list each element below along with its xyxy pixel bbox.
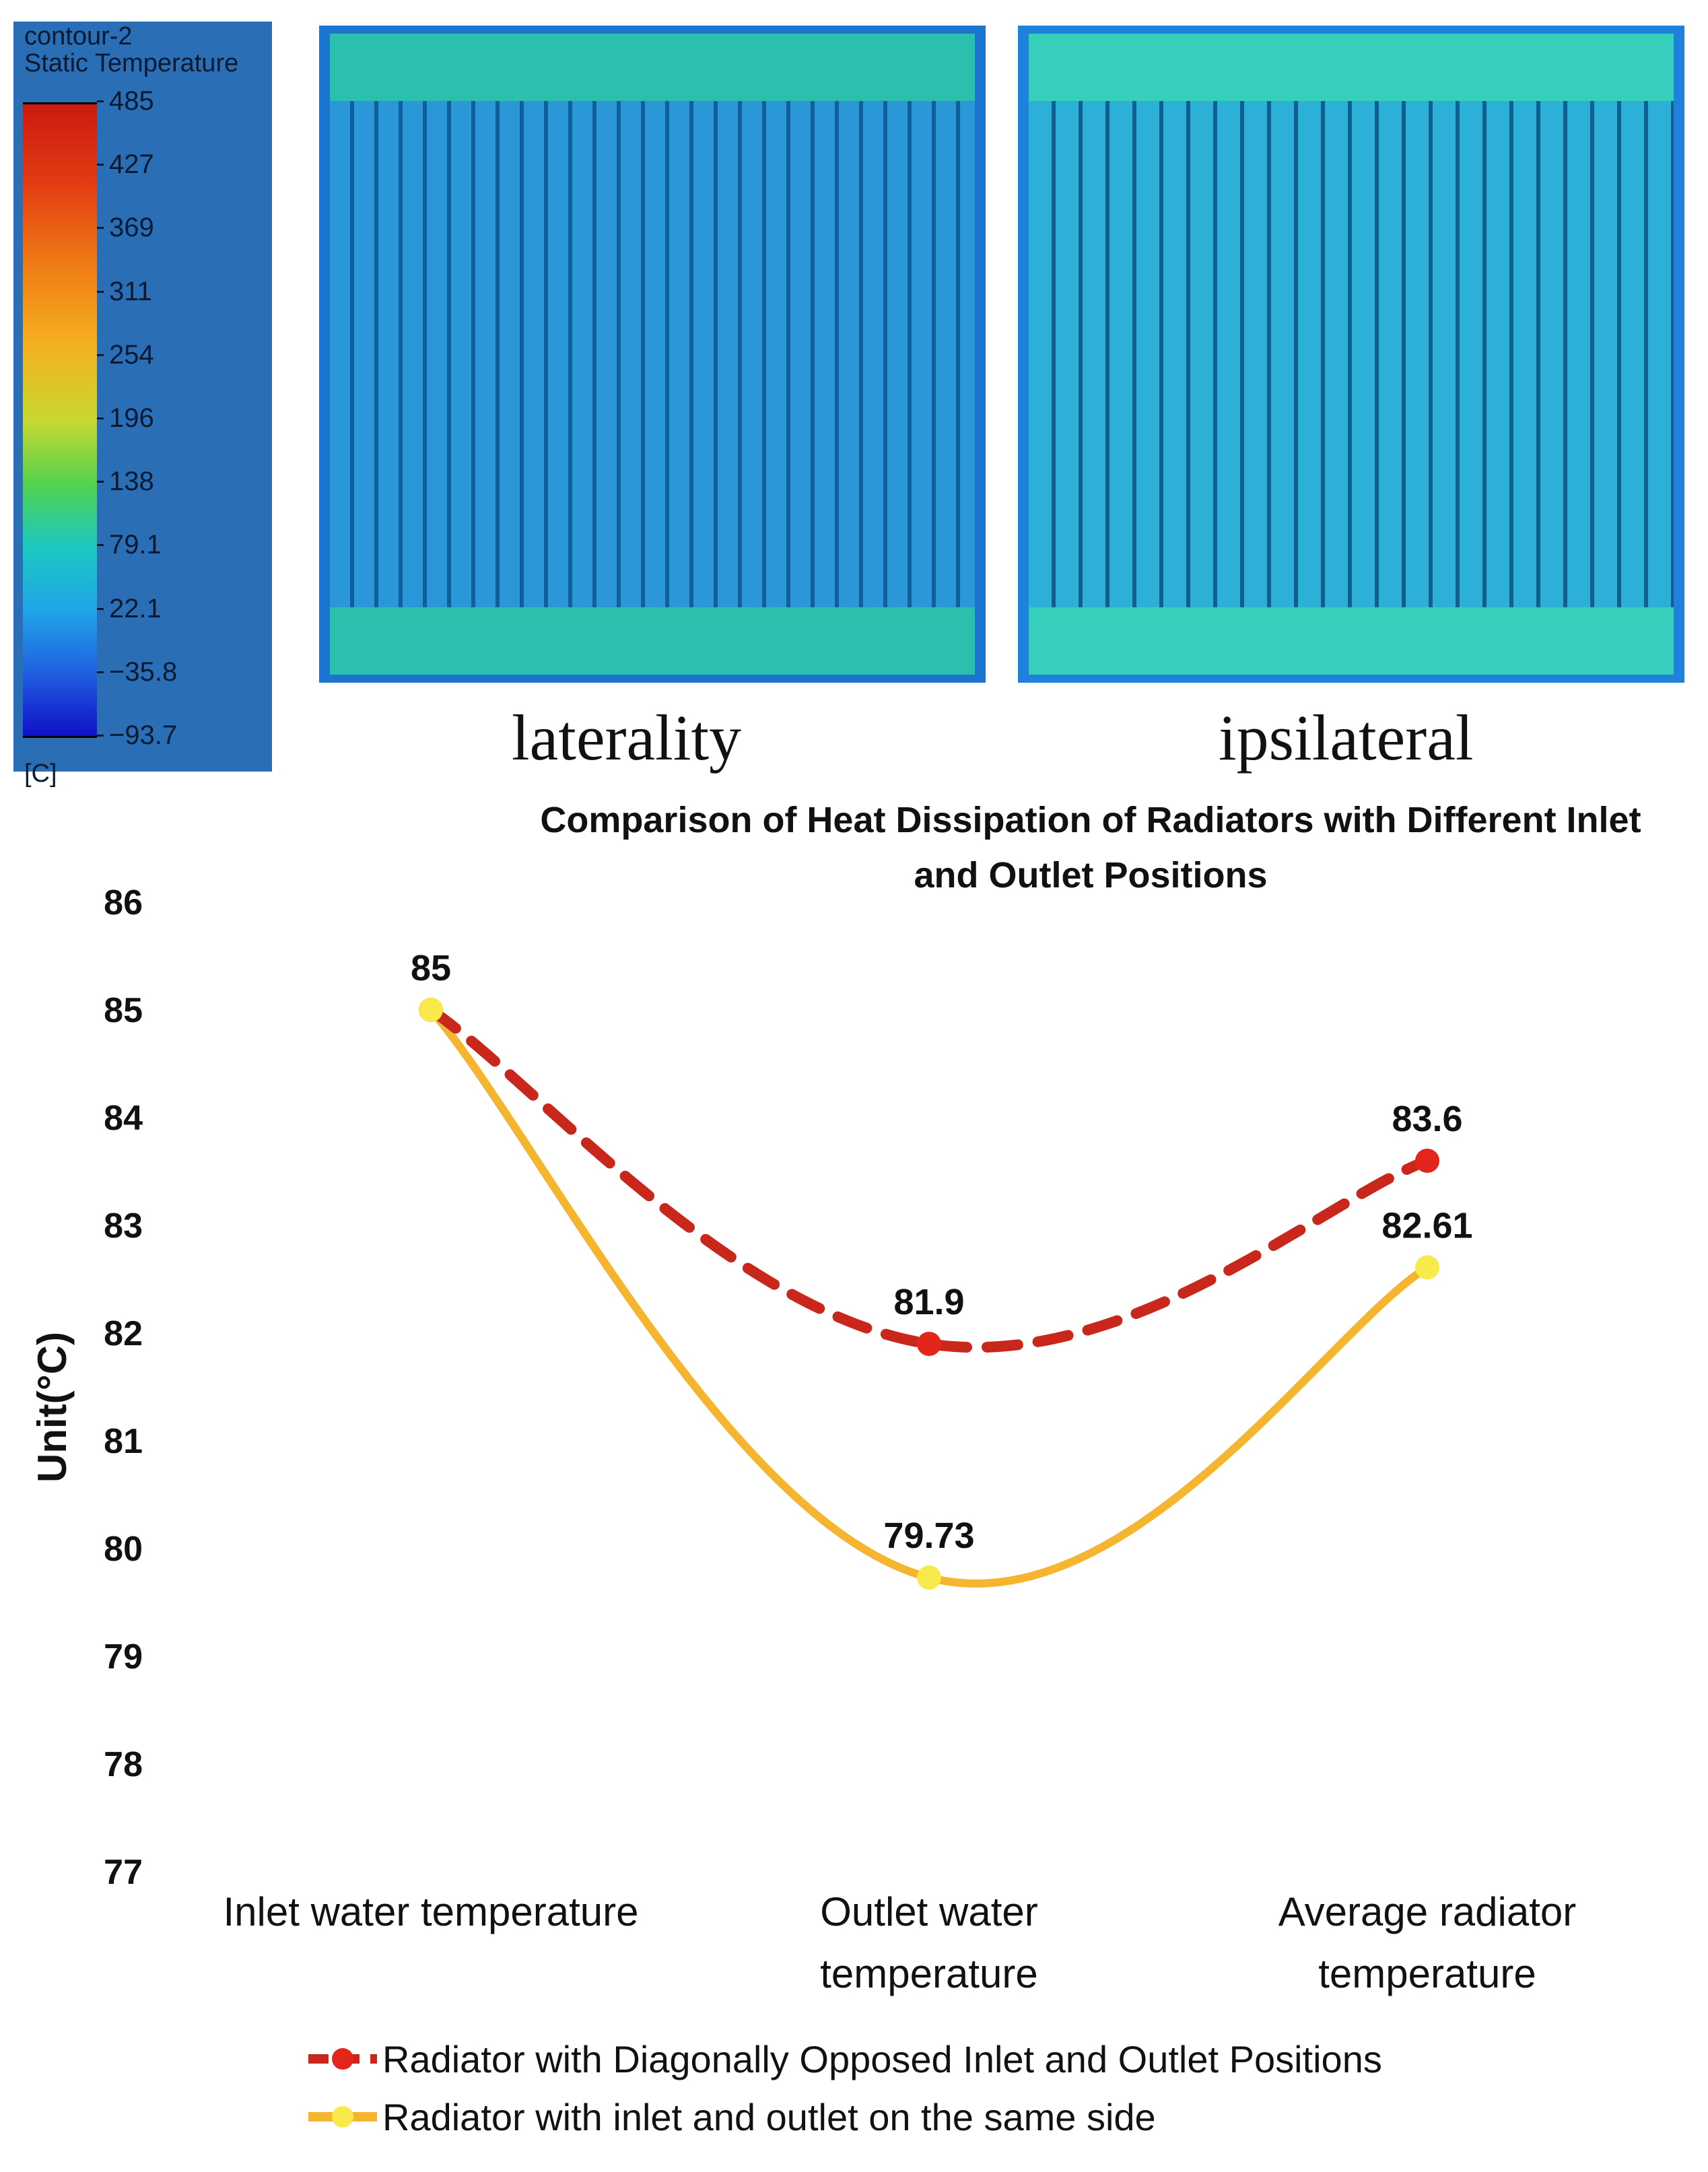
series-points [419, 998, 1439, 1590]
x-category-label: Outlet water [820, 1889, 1037, 1934]
chart-title-line1: Comparison of Heat Dissipation of Radiat… [540, 800, 1641, 840]
legend-label: Radiator with inlet and outlet on the sa… [382, 2096, 1156, 2138]
chart-legend: Radiator with Diagonally Opposed Inlet a… [308, 2038, 1382, 2138]
x-axis-ticks: Inlet water temperature Outlet water tempe… [224, 1889, 1577, 1996]
colorbar-label: 369 [109, 213, 154, 243]
x-category-label: Inlet water temperature [224, 1889, 639, 1934]
colorbar-label: 485 [109, 86, 154, 116]
colorbar-label: −35.8 [109, 656, 178, 687]
colorbar-tick [97, 353, 104, 356]
series-line-1 [425, 1005, 1433, 1353]
radiator-tubes [330, 101, 975, 607]
colorbar-tick [97, 735, 104, 737]
colorbar-panel: contour-2 Static Temperature 485 427 369 31… [13, 22, 272, 788]
x-category-label: temperature [820, 1951, 1038, 1996]
radiator-bottom-header [1029, 607, 1674, 675]
y-tick-label: 77 [104, 1853, 143, 1892]
colorbar-tick [97, 607, 104, 610]
data-label: 81.9 [893, 1282, 964, 1322]
laterality-caption: laterality [512, 702, 742, 774]
colorbar-tick [97, 164, 104, 166]
colorbar-label: −93.7 [109, 720, 178, 750]
legend-swatch-point [332, 2048, 353, 2070]
x-category-label: Average radiator [1278, 1889, 1577, 1934]
data-label: 85 [411, 948, 451, 988]
y-tick-label: 80 [104, 1530, 143, 1569]
ipsilateral-caption: ipsilateral [1219, 702, 1474, 774]
y-tick-label: 86 [104, 883, 143, 922]
chart-title-line2: and Outlet Positions [914, 855, 1267, 895]
y-axis-label: Unit(°C) [30, 1332, 75, 1483]
line-chart: Comparison of Heat Dissipation of Radiat… [30, 800, 1641, 2138]
radiator-top-header [330, 34, 975, 101]
radiator-top-header [1029, 34, 1674, 101]
colorbar-tick [97, 417, 104, 419]
colorbar-tick [97, 100, 104, 102]
data-point [1415, 1255, 1439, 1280]
y-tick-label: 85 [104, 991, 143, 1030]
radiator-ipsilateral-image [1018, 26, 1684, 683]
y-tick-label: 81 [104, 1422, 143, 1461]
colorbar-label: 138 [109, 467, 154, 497]
data-label: 82.61 [1381, 1205, 1472, 1246]
data-point [1415, 1149, 1439, 1173]
radiator-bottom-header [330, 607, 975, 675]
colorbar-label: 311 [109, 276, 152, 306]
y-tick-label: 82 [104, 1314, 143, 1353]
colorbar-tick [97, 544, 104, 547]
colorbar-label: 22.1 [109, 593, 162, 623]
y-tick-label: 78 [104, 1745, 143, 1784]
data-point [917, 1565, 941, 1590]
x-category-label: temperature [1318, 1951, 1536, 1996]
data-point [419, 998, 443, 1022]
colorbar-unit: [C] [24, 759, 57, 788]
radiator-tubes [1029, 101, 1674, 607]
data-point [917, 1332, 941, 1356]
colorbar-label: 427 [109, 149, 154, 180]
colorbar-tick [97, 671, 104, 673]
colorbar-gradient [23, 102, 97, 738]
radiator-laterality-image [319, 26, 986, 683]
y-tick-label: 84 [104, 1099, 143, 1138]
colorbar-tick [97, 290, 104, 293]
colorbar-title-line2: Static Temperature [24, 49, 239, 77]
data-labels: 85 81.9 83.6 79.73 82.61 [411, 948, 1473, 1556]
y-axis-ticks: 86 85 84 83 82 81 80 79 78 77 [104, 883, 143, 1892]
colorbar-tick [97, 481, 104, 483]
y-tick-label: 83 [104, 1207, 143, 1246]
colorbar-label: 79.1 [109, 530, 162, 560]
colorbar-tick [97, 227, 104, 230]
colorbar-title-line1: contour-2 [24, 22, 133, 50]
data-label: 83.6 [1392, 1099, 1462, 1139]
data-label: 79.73 [883, 1516, 974, 1556]
colorbar-label: 196 [109, 403, 154, 433]
legend-label: Radiator with Diagonally Opposed Inlet a… [382, 2038, 1382, 2080]
colorbar-label: 254 [109, 339, 154, 370]
y-tick-label: 79 [104, 1637, 143, 1676]
legend-swatch-point [332, 2106, 353, 2128]
